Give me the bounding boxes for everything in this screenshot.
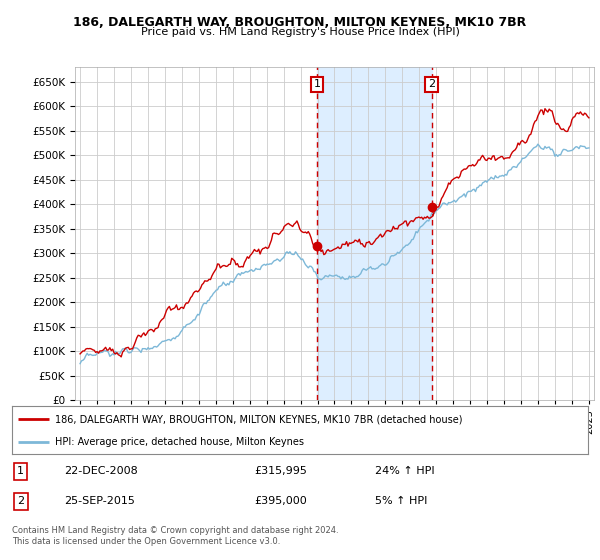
Text: Contains HM Land Registry data © Crown copyright and database right 2024.
This d: Contains HM Land Registry data © Crown c… [12, 526, 338, 546]
Text: 25-SEP-2015: 25-SEP-2015 [64, 496, 135, 506]
Text: 22-DEC-2008: 22-DEC-2008 [64, 466, 137, 476]
Text: 2: 2 [17, 496, 24, 506]
Text: £315,995: £315,995 [254, 466, 307, 476]
Text: £395,000: £395,000 [254, 496, 307, 506]
Text: 1: 1 [314, 80, 320, 90]
Text: Price paid vs. HM Land Registry's House Price Index (HPI): Price paid vs. HM Land Registry's House … [140, 27, 460, 37]
Bar [317, 67, 431, 400]
Text: HPI: Average price, detached house, Milton Keynes: HPI: Average price, detached house, Milt… [55, 437, 304, 447]
Text: 186, DALEGARTH WAY, BROUGHTON, MILTON KEYNES, MK10 7BR: 186, DALEGARTH WAY, BROUGHTON, MILTON KE… [73, 16, 527, 29]
Text: 24% ↑ HPI: 24% ↑ HPI [375, 466, 434, 476]
Text: 2: 2 [428, 80, 435, 90]
Text: 1: 1 [17, 466, 24, 476]
Text: 5% ↑ HPI: 5% ↑ HPI [375, 496, 427, 506]
Text: 186, DALEGARTH WAY, BROUGHTON, MILTON KEYNES, MK10 7BR (detached house): 186, DALEGARTH WAY, BROUGHTON, MILTON KE… [55, 414, 463, 424]
